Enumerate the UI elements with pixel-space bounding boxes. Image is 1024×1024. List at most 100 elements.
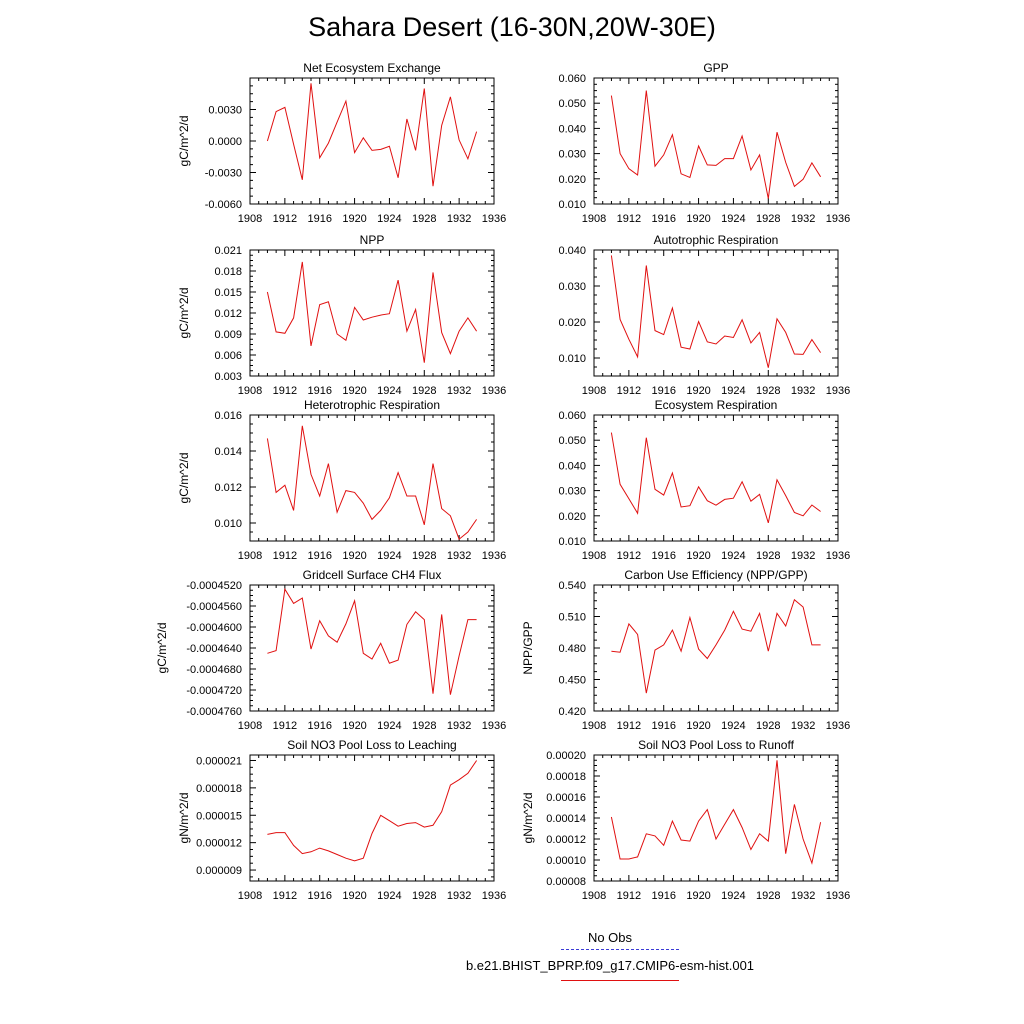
x-tick-label: 1924 <box>377 720 401 732</box>
x-tick-label: 1932 <box>791 213 815 225</box>
y-tick-label: 0.014 <box>214 446 242 458</box>
x-tick-label: 1932 <box>447 890 471 902</box>
y-tick-label: 0.030 <box>558 486 586 498</box>
x-tick-label: 1908 <box>238 890 262 902</box>
y-tick-label: -0.0004520 <box>186 580 242 592</box>
plot-frame <box>593 414 839 542</box>
y-tick-label: 0.003 <box>214 371 242 383</box>
chart-panel-5: Heterotrophic Respiration gC/m^2/d 1908 191… <box>177 398 506 562</box>
x-tick-label: 1924 <box>721 213 745 225</box>
y-tick-label: 0.00014 <box>546 813 586 825</box>
chart-panel-4: Autotrophic Respiration 1908 1912 1916 1920 1… <box>558 233 850 397</box>
series-line <box>267 587 477 695</box>
figure-title: Sahara Desert (16-30N,20W-30E) <box>308 12 716 42</box>
x-tick-label: 1928 <box>412 213 436 225</box>
y-tick-label: 0.540 <box>558 580 586 592</box>
y-tick-label: 0.040 <box>558 245 586 257</box>
legend-obs-label: No Obs <box>587 930 633 945</box>
panel-title: GPP <box>703 61 728 75</box>
x-tick-label: 1936 <box>826 213 850 225</box>
panel-title: Soil NO3 Pool Loss to Runoff <box>638 738 795 752</box>
y-tick-label: 0.006 <box>214 350 242 362</box>
y-tick-label: 0.020 <box>558 511 586 523</box>
x-tick-label: 1920 <box>686 720 710 732</box>
y-tick-label: 0.450 <box>558 675 586 687</box>
x-tick-label: 1928 <box>756 385 780 397</box>
panel-title: Heterotrophic Respiration <box>304 398 440 412</box>
y-tick-label: 0.010 <box>214 518 242 530</box>
plot-frame <box>249 414 495 542</box>
series-line <box>611 598 821 694</box>
x-tick-label: 1916 <box>307 385 331 397</box>
panel-title: Carbon Use Efficiency (NPP/GPP) <box>624 568 807 582</box>
y-tick-label: -0.0030 <box>205 168 242 180</box>
x-tick-label: 1924 <box>377 890 401 902</box>
x-tick-label: 1908 <box>582 385 606 397</box>
y-tick-label: -0.0004560 <box>186 601 242 613</box>
x-tick-label: 1928 <box>756 720 780 732</box>
y-tick-label: -0.0004640 <box>186 643 242 655</box>
x-tick-label: 1936 <box>482 385 506 397</box>
y-tick-label: -0.0004600 <box>186 622 242 634</box>
x-tick-label: 1916 <box>307 720 331 732</box>
y-tick-label: 0.000018 <box>196 783 242 795</box>
series-line <box>266 261 478 363</box>
y-tick-label: 0.020 <box>558 317 586 329</box>
x-tick-label: 1920 <box>342 385 366 397</box>
y-tick-label: 0.00020 <box>546 750 586 762</box>
y-tick-label: 0.021 <box>214 245 242 257</box>
y-tick-label: -0.0004760 <box>186 706 242 718</box>
x-tick-label: 1920 <box>686 550 710 562</box>
y-axis-label: gC/m^2/d <box>177 453 191 504</box>
x-tick-label: 1920 <box>686 890 710 902</box>
x-tick-label: 1908 <box>238 385 262 397</box>
x-tick-label: 1908 <box>582 550 606 562</box>
panel-title: NPP <box>360 233 385 247</box>
x-tick-label: 1928 <box>412 720 436 732</box>
plot-frame <box>593 754 839 882</box>
y-tick-label: 0.010 <box>558 199 586 211</box>
plot-frame <box>593 249 839 377</box>
y-axis-label: NPP/GPP <box>521 621 535 674</box>
y-tick-label: 0.00008 <box>546 876 586 888</box>
series-line <box>610 760 822 865</box>
x-tick-label: 1928 <box>756 550 780 562</box>
legend-obs-swatch <box>561 949 679 950</box>
y-tick-label: 0.012 <box>214 308 242 320</box>
x-tick-label: 1908 <box>582 720 606 732</box>
y-tick-label: 0.00012 <box>546 834 586 846</box>
chart-panel-10: Soil NO3 Pool Loss to Runoff gN/m^2/d 1908… <box>521 738 850 902</box>
legend-case-swatch <box>561 980 679 981</box>
y-tick-label: 0.050 <box>558 98 586 110</box>
series-line <box>267 760 478 862</box>
y-tick-label: 0.000012 <box>196 838 242 850</box>
y-tick-label: 0.040 <box>558 460 586 472</box>
legend: No Obs b.e21.BHIST_BPRP.f09_g17.CMIP6-es… <box>420 930 820 981</box>
y-tick-label: 0.040 <box>558 123 586 135</box>
x-tick-label: 1924 <box>721 720 745 732</box>
x-tick-label: 1936 <box>482 550 506 562</box>
chart-panel-3: NPP gC/m^2/d 1908 1912 1916 1920 1924 1928 1932 1… <box>177 233 506 397</box>
chart-panel-6: Ecosystem Respiration 1908 1912 1916 1920 192… <box>558 398 850 562</box>
x-tick-label: 1928 <box>412 890 436 902</box>
x-tick-label: 1936 <box>826 890 850 902</box>
x-tick-label: 1920 <box>686 213 710 225</box>
x-tick-label: 1936 <box>826 550 850 562</box>
chart-panel-7: Gridcell Surface CH4 Flux gC/m^2/d 1908 191… <box>155 568 506 732</box>
panel-title: Autotrophic Respiration <box>654 233 779 247</box>
x-tick-label: 1916 <box>651 385 675 397</box>
plot-frame <box>249 249 495 377</box>
x-tick-label: 1932 <box>447 385 471 397</box>
y-tick-label: 0.060 <box>558 73 586 85</box>
x-tick-label: 1932 <box>447 213 471 225</box>
series-line <box>610 432 821 524</box>
x-tick-label: 1928 <box>412 385 436 397</box>
y-tick-label: 0.480 <box>558 643 586 655</box>
y-tick-label: 0.510 <box>558 612 586 624</box>
y-tick-label: 0.420 <box>558 706 586 718</box>
x-tick-label: 1916 <box>651 550 675 562</box>
y-tick-label: 0.060 <box>558 410 586 422</box>
chart-panel-1: Net Ecosystem Exchange gC/m^2/d 1908 1912 19… <box>177 61 506 225</box>
y-tick-label: 0.000021 <box>196 755 242 767</box>
x-tick-label: 1924 <box>721 550 745 562</box>
